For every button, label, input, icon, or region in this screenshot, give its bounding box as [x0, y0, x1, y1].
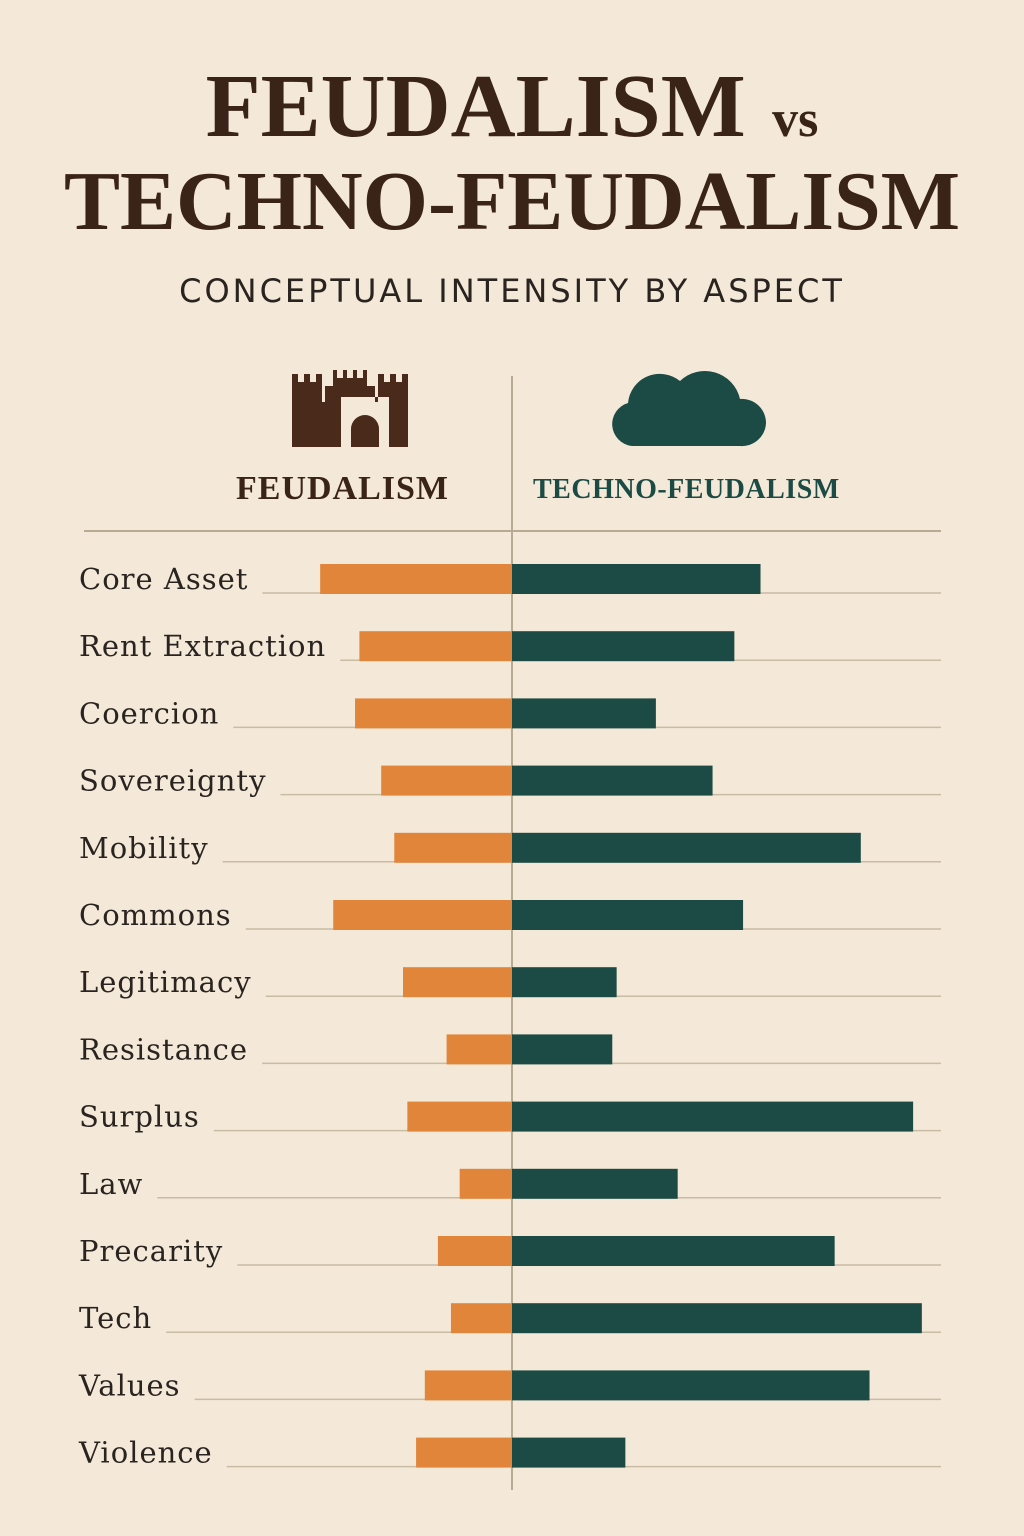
bar-feudalism: [424, 1370, 512, 1401]
bar-feudalism: [333, 900, 512, 930]
bar-techno-feudalism: [512, 564, 761, 594]
category-label: Surplus: [79, 1100, 200, 1134]
bar-techno-feudalism: [512, 1168, 678, 1199]
bar-techno-feudalism: [512, 1437, 626, 1468]
bar-techno-feudalism: [512, 631, 735, 662]
chart-row: Sovereignty: [79, 764, 941, 798]
category-label: Rent Extraction: [79, 629, 326, 663]
title-feudalism: FEUDALISM: [205, 57, 746, 156]
chart-title-line-2: TECHNO-FEUDALISM: [63, 155, 961, 248]
chart-row: Surplus: [79, 1100, 941, 1134]
category-label: Mobility: [79, 831, 209, 865]
chart-row: Violence: [78, 1436, 941, 1470]
bar-techno-feudalism: [512, 1034, 613, 1065]
chart-row: Mobility: [79, 831, 941, 865]
bar-feudalism: [394, 832, 512, 863]
bar-techno-feudalism: [512, 832, 861, 863]
bar-feudalism: [381, 765, 512, 796]
category-label: Sovereignty: [79, 764, 266, 798]
chart-row: Coercion: [79, 696, 941, 730]
bar-feudalism: [450, 1303, 512, 1334]
chart-row: Legitimacy: [79, 965, 941, 999]
bar-techno-feudalism: [512, 1236, 835, 1266]
category-label: Values: [78, 1368, 181, 1402]
chart-row: Tech: [79, 1301, 941, 1335]
category-label: Precarity: [79, 1234, 223, 1268]
bar-feudalism: [403, 967, 512, 998]
bar-feudalism: [437, 1236, 512, 1266]
chart-row: Values: [78, 1368, 941, 1402]
bar-feudalism: [407, 1101, 512, 1132]
legend-feudalism: FEUDALISM: [236, 470, 450, 507]
chart-row: Core Asset: [79, 562, 941, 596]
bar-techno-feudalism: [512, 1370, 870, 1401]
bar-techno-feudalism: [512, 900, 744, 930]
castle-icon: [292, 370, 408, 447]
chart-row: Commons: [79, 898, 941, 932]
chart-subtitle: CONCEPTUAL INTENSITY BY ASPECT: [179, 272, 845, 310]
category-label: Coercion: [79, 696, 219, 730]
chart-rows: Core Asset Rent Extraction Coercion Soverei…: [78, 562, 941, 1470]
chart-row: Rent Extraction: [79, 629, 941, 663]
chart-title-line-1: FEUDALISM vs: [0, 52, 1024, 175]
chart-row: Law: [79, 1167, 941, 1201]
bar-feudalism: [320, 564, 512, 594]
title-vs: vs: [772, 91, 819, 148]
cloud-icon: [612, 370, 767, 447]
category-label: Law: [79, 1167, 143, 1201]
category-label: Core Asset: [79, 562, 248, 596]
chart-row: Precarity: [79, 1234, 941, 1268]
bar-feudalism: [359, 631, 512, 662]
bar-techno-feudalism: [512, 698, 656, 729]
bar-feudalism: [459, 1168, 512, 1199]
category-label: Legitimacy: [79, 965, 252, 999]
category-label: Commons: [79, 898, 232, 932]
bar-techno-feudalism: [512, 1101, 914, 1132]
bar-feudalism: [416, 1437, 512, 1468]
legend-techno-feudalism: TECHNO-FEUDALISM: [533, 474, 840, 505]
bar-techno-feudalism: [512, 1303, 922, 1334]
bar-feudalism: [446, 1034, 512, 1065]
bar-techno-feudalism: [512, 765, 713, 796]
category-label: Resistance: [79, 1032, 248, 1066]
category-label: Tech: [79, 1301, 152, 1335]
category-label: Violence: [78, 1436, 213, 1470]
chart-row: Resistance: [79, 1032, 941, 1066]
bar-techno-feudalism: [512, 967, 617, 998]
bar-feudalism: [355, 698, 512, 729]
